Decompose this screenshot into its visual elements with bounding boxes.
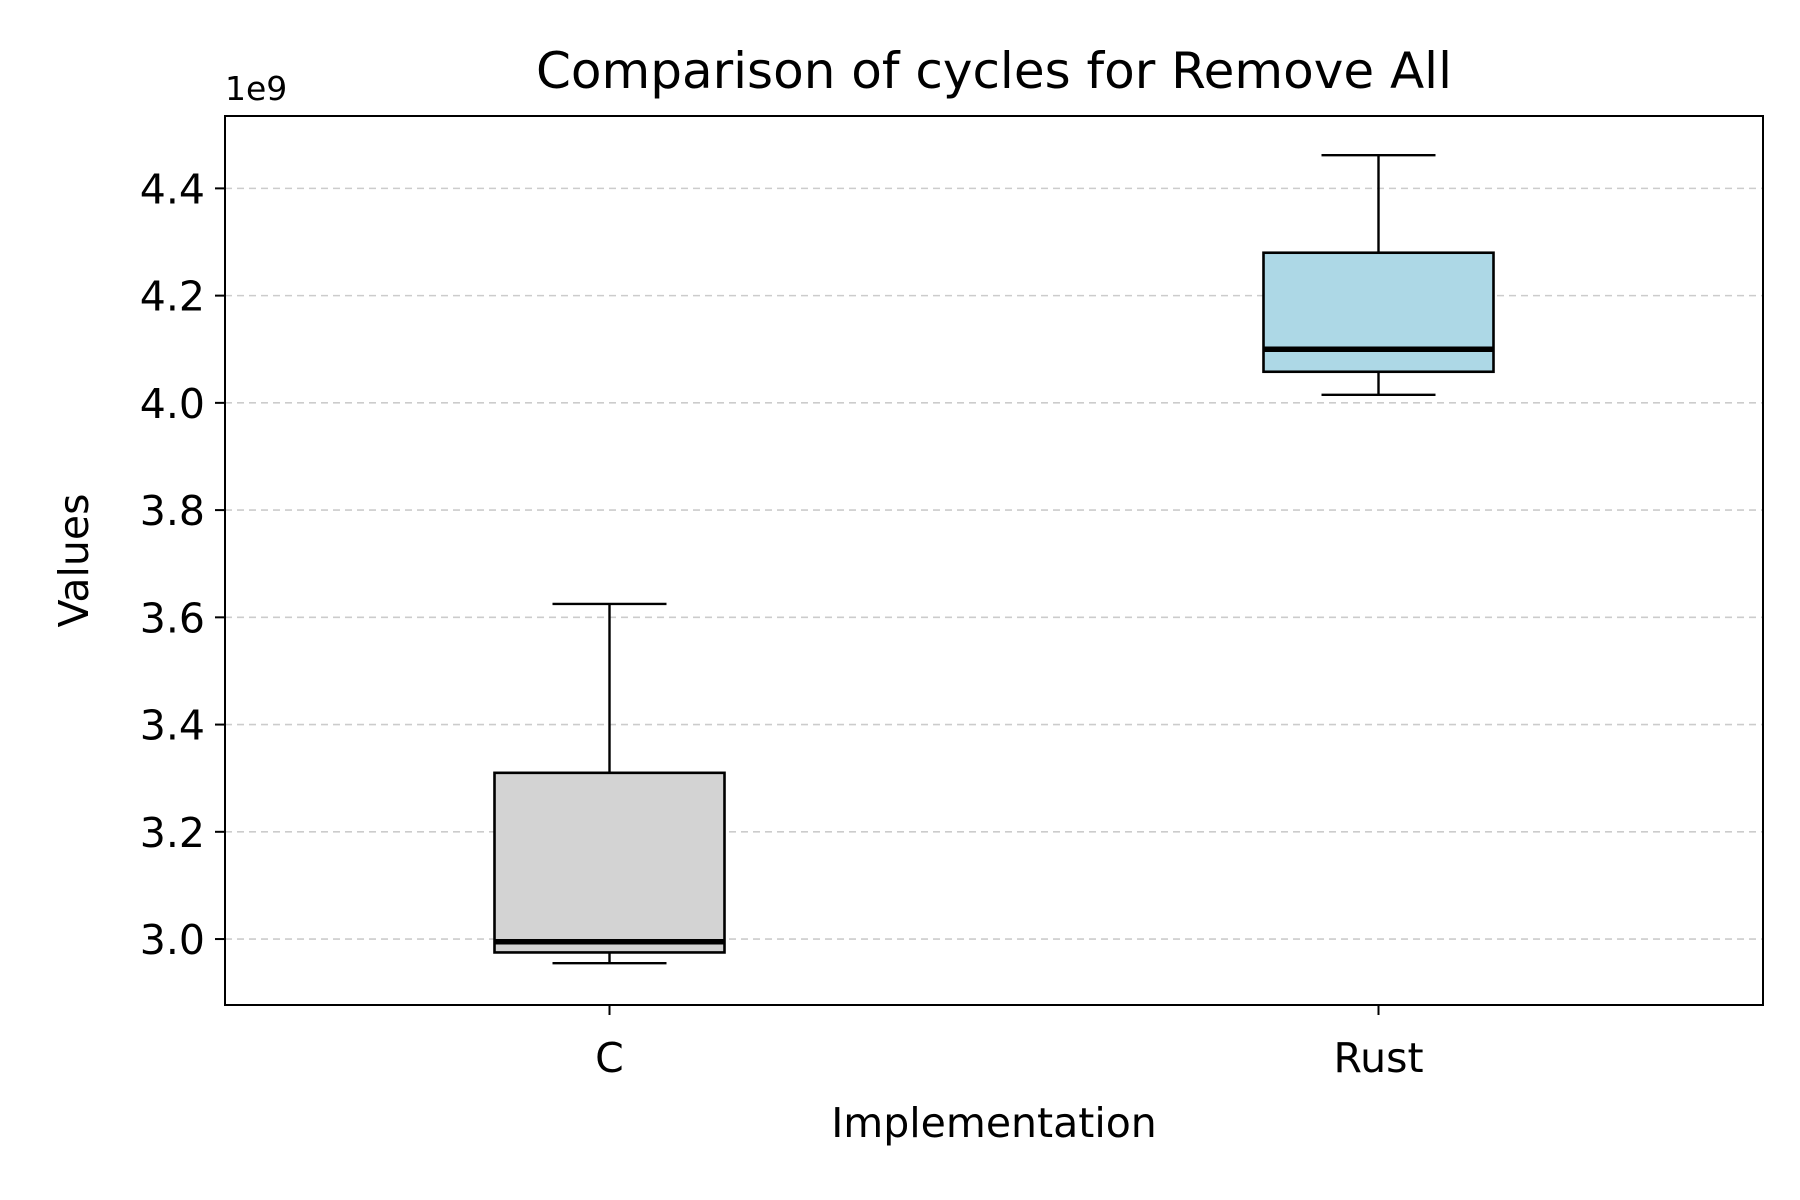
axes [224, 115, 1764, 1006]
box-c [493, 602, 726, 965]
y-offset-label: 1e9 [225, 69, 287, 108]
ticks: 3.0 3.2 3.4 3.6 3.8 4.0 4.2 4.4 C Rust [140, 165, 1424, 1082]
y-tick-label: 4.2 [140, 273, 205, 321]
x-tick-label: Rust [1333, 1034, 1423, 1082]
y-tick-label: 4.0 [140, 380, 205, 428]
iqr-box-c [493, 771, 726, 954]
y-tick-label: 3.2 [140, 809, 205, 857]
grid-lines [225, 187, 1763, 940]
boxes [493, 153, 1495, 965]
y-tick-label: 3.6 [140, 594, 205, 642]
y-tick-label: 3.0 [140, 916, 205, 964]
iqr-box-rust [1262, 251, 1495, 374]
y-tick-label: 4.4 [140, 165, 205, 213]
x-axis-title: Implementation [831, 1099, 1157, 1147]
plot-frame [224, 115, 1764, 1006]
x-tick-label: C [595, 1034, 624, 1082]
box-rust [1262, 153, 1495, 397]
y-axis-title: Values [50, 494, 98, 628]
y-tick-label: 3.8 [140, 487, 205, 535]
y-tick-label: 3.4 [140, 702, 205, 750]
chart-title: Comparison of cycles for Remove All [536, 42, 1452, 100]
